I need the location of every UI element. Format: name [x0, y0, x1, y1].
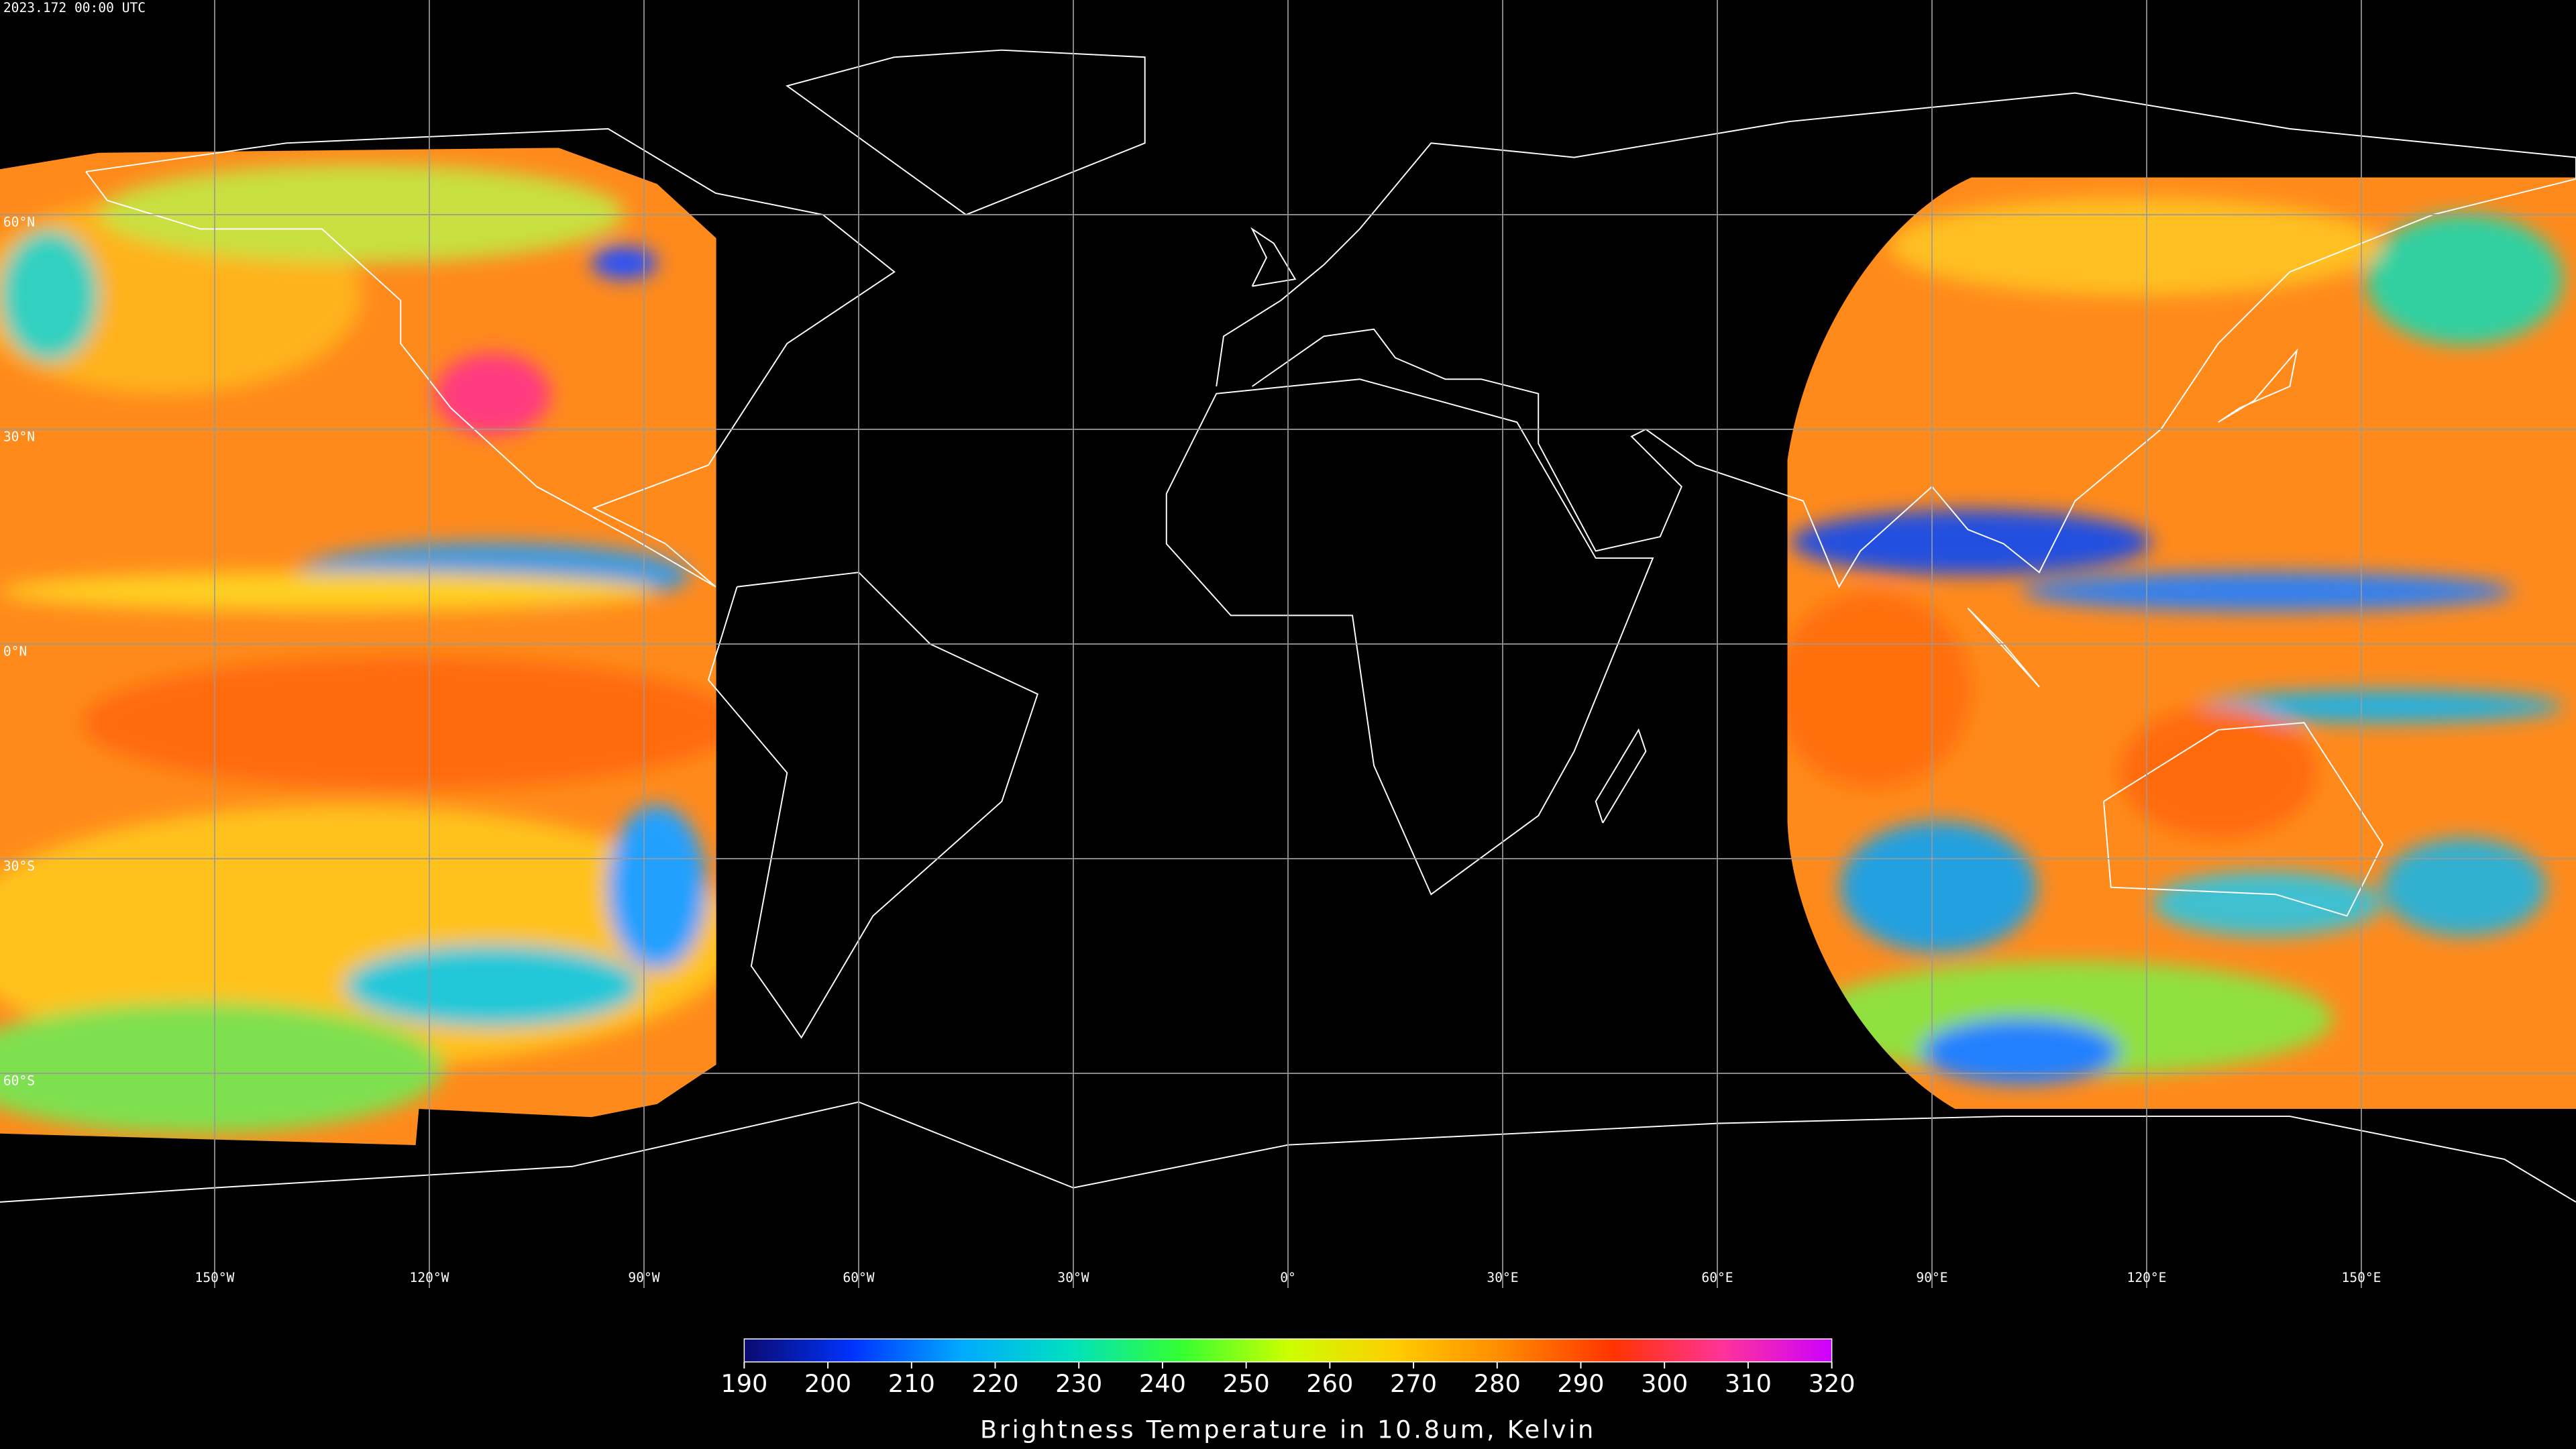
colorbar-tick-label: 300	[1641, 1369, 1688, 1398]
longitude-label: 60°W	[843, 1270, 874, 1285]
coastline	[1165, 378, 1654, 896]
colorbar-tick-label: 310	[1725, 1369, 1772, 1398]
longitude-label: 90°W	[628, 1270, 659, 1285]
colorbar-tick-label: 220	[971, 1369, 1018, 1398]
colorbar-tick-label: 230	[1055, 1369, 1102, 1398]
coastline	[1595, 728, 1647, 824]
colorbar-tick-label: 190	[720, 1369, 767, 1398]
latitude-label: 60°N	[3, 215, 35, 230]
coastline	[707, 572, 1038, 1039]
latitude-label: 30°S	[3, 859, 35, 874]
longitude-label: 150°W	[195, 1270, 235, 1285]
map-title: 2023.172 00:00 UTC	[3, 0, 146, 15]
latitude-label: 30°N	[3, 429, 35, 445]
longitude-label: 120°E	[2127, 1270, 2167, 1285]
satellite-imagery-east	[1787, 177, 2576, 1110]
coastline	[2218, 348, 2298, 423]
longitude-label: 0°	[1280, 1270, 1296, 1285]
colorbar-tick-label: 250	[1223, 1369, 1270, 1398]
colorbar-tick-label: 290	[1557, 1369, 1604, 1398]
colorbar-tick-label: 210	[888, 1369, 935, 1398]
longitude-label: 30°W	[1057, 1270, 1089, 1285]
colorbar-tick-label: 260	[1306, 1369, 1353, 1398]
longitude-label: 60°E	[1701, 1270, 1733, 1285]
colorbar	[743, 1338, 1833, 1362]
latitude-label: 0°N	[3, 644, 27, 659]
coastline	[85, 128, 896, 588]
colorbar-tick-label: 270	[1390, 1369, 1437, 1398]
longitude-label: 120°W	[410, 1270, 449, 1285]
coastline	[786, 49, 1146, 216]
coastline	[2102, 722, 2384, 917]
longitude-label: 90°E	[1916, 1270, 1947, 1285]
colorbar-tick-label: 200	[804, 1369, 851, 1398]
coastline	[1216, 92, 2576, 588]
colorbar-tick-label: 320	[1809, 1369, 1856, 1398]
colorbar-label: Brightness Temperature in 10.8um, Kelvin	[980, 1415, 1596, 1444]
colorbar-tick-label: 240	[1139, 1369, 1186, 1398]
colorbar-tick-label: 280	[1474, 1369, 1521, 1398]
legend-area	[0, 1289, 2576, 1449]
satellite-imagery-west	[0, 148, 716, 1145]
longitude-label: 150°E	[2342, 1270, 2381, 1285]
latitude-label: 60°S	[3, 1073, 35, 1089]
coastline	[1967, 607, 2040, 688]
longitude-label: 30°E	[1487, 1270, 1518, 1285]
graticule	[0, 0, 2576, 1288]
